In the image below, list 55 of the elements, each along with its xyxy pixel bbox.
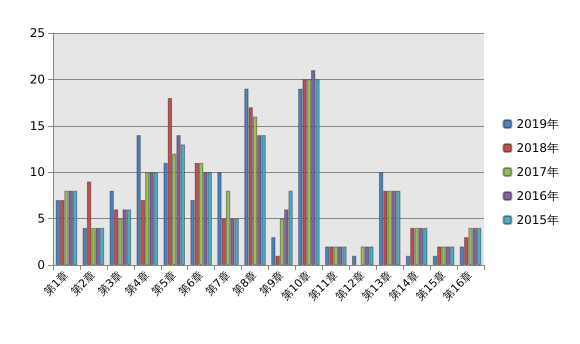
legend-label: 2019年 [516, 117, 560, 131]
bar [325, 246, 330, 265]
bar [271, 237, 276, 265]
bar [110, 190, 114, 265]
bar [208, 172, 212, 265]
legend-label: 2016年 [516, 189, 560, 203]
x-tick-label: 第3章 [95, 268, 125, 298]
bar [217, 172, 222, 265]
bar [126, 209, 132, 265]
y-tick-label: 15 [30, 118, 45, 133]
bar [392, 190, 396, 265]
bar [302, 79, 307, 265]
bar [226, 190, 230, 265]
bar [364, 246, 370, 265]
bar [176, 135, 181, 265]
x-tick-label: 第4章 [122, 268, 152, 298]
bar [329, 246, 334, 265]
bar [261, 135, 266, 265]
bar [378, 172, 384, 265]
bar [64, 190, 69, 265]
y-tick-label: 25 [30, 26, 45, 40]
bar [352, 256, 356, 265]
bar [86, 181, 92, 265]
bar [468, 228, 473, 265]
bar [342, 246, 347, 265]
bar [136, 135, 141, 265]
bar [418, 228, 424, 265]
bar [423, 228, 428, 265]
bar [154, 172, 158, 265]
bar [100, 228, 104, 265]
legend-label: 2017年 [516, 165, 560, 179]
bar [68, 190, 73, 265]
bar [369, 246, 374, 265]
bar [437, 246, 442, 265]
bar [244, 88, 249, 265]
legend-label: 2018年 [516, 141, 560, 155]
bar [476, 228, 482, 265]
y-tick-label: 5 [37, 212, 45, 226]
y-tick-label: 20 [30, 72, 45, 86]
bar [396, 190, 400, 265]
bar [72, 190, 78, 265]
bar [388, 190, 392, 265]
bar [168, 98, 172, 265]
bar [311, 70, 316, 265]
bar [446, 246, 450, 265]
bar [441, 246, 446, 265]
bar [149, 172, 154, 265]
bar [56, 200, 60, 265]
bar [96, 228, 100, 265]
bar [360, 246, 365, 265]
bar [288, 190, 293, 265]
bar [145, 172, 150, 265]
legend-label: 2015年 [516, 213, 560, 227]
x-tick-label: 第5章 [149, 268, 179, 298]
y-tick-label: 10 [30, 165, 45, 180]
